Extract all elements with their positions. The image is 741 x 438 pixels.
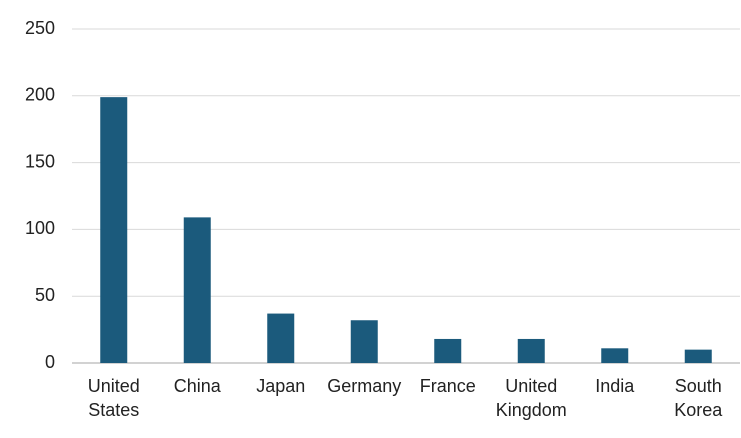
bar <box>684 349 712 363</box>
bar <box>100 97 128 364</box>
x-tick-label: Germany <box>327 376 401 396</box>
bar <box>267 313 295 363</box>
y-tick-label: 200 <box>25 85 55 105</box>
x-tick-label: France <box>420 376 476 396</box>
bar <box>517 338 545 363</box>
x-tick-label: United Kingdom <box>496 376 567 420</box>
y-tick-label: 100 <box>25 218 55 238</box>
bar <box>350 320 378 363</box>
bar <box>183 217 211 363</box>
y-tick-label: 0 <box>45 352 55 372</box>
x-tick-label: South Korea <box>674 376 723 420</box>
x-tick-label: India <box>595 376 635 396</box>
x-tick-label: China <box>174 376 222 396</box>
bar <box>434 338 462 363</box>
y-tick-label: 150 <box>25 151 55 171</box>
x-tick-label: United States <box>88 376 140 420</box>
y-tick-label: 250 <box>25 18 55 38</box>
bar <box>601 348 629 363</box>
x-tick-label: Japan <box>256 376 305 396</box>
y-tick-label: 50 <box>35 285 55 305</box>
